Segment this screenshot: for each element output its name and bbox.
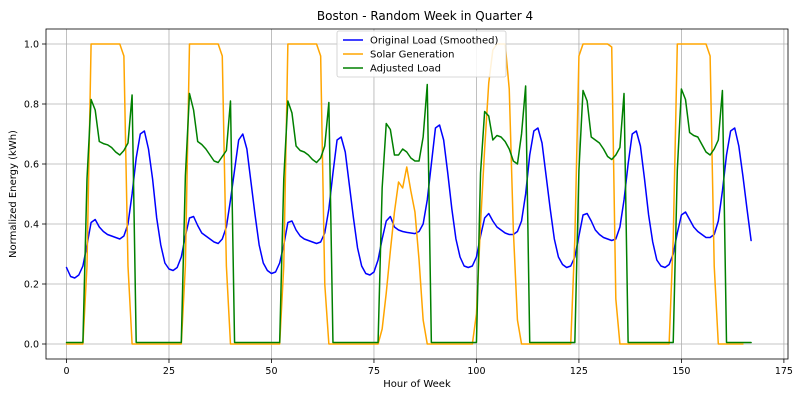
chart-title: Boston - Random Week in Quarter 4 <box>317 9 533 23</box>
y-tick-label: 1.0 <box>24 40 39 51</box>
x-tick-label: 0 <box>63 366 69 377</box>
legend-box <box>336 30 507 78</box>
x-tick-label: 75 <box>368 366 380 377</box>
x-tick-label: 25 <box>163 366 175 377</box>
legend-entry: Solar Generation <box>370 50 454 61</box>
series-line-2 <box>65 83 752 344</box>
y-tick-label: 0.0 <box>24 340 39 351</box>
x-tick-label: 150 <box>672 366 690 377</box>
legend-entry: Original Load (Smoothed) <box>370 36 498 47</box>
legend-entry: Adjusted Load <box>370 64 441 75</box>
series-line-0 <box>65 124 752 279</box>
x-tick-label: 125 <box>570 366 588 377</box>
y-tick-label: 0.8 <box>24 100 39 111</box>
plot-frame <box>45 28 789 360</box>
x-tick-label: 175 <box>775 366 793 377</box>
legend: Original Load (Smoothed) Solar Generation… <box>336 30 507 78</box>
y-tick-label: 0.6 <box>24 160 39 171</box>
series-line-1 <box>65 43 744 345</box>
y-tick-label: 0.2 <box>24 280 39 291</box>
axis-ticks: 0 25 50 75 100 125 150 175 0.0 0.2 0.4 0.6 0.8 1.0 <box>24 40 793 378</box>
x-tick-label: 50 <box>265 366 277 377</box>
x-axis-label: Hour of Week <box>383 379 451 390</box>
y-axis-label: Normalized Energy (kWh) <box>8 130 19 258</box>
series-lines <box>65 43 752 345</box>
y-tick-label: 0.4 <box>24 220 39 231</box>
x-tick-label: 100 <box>467 366 485 377</box>
